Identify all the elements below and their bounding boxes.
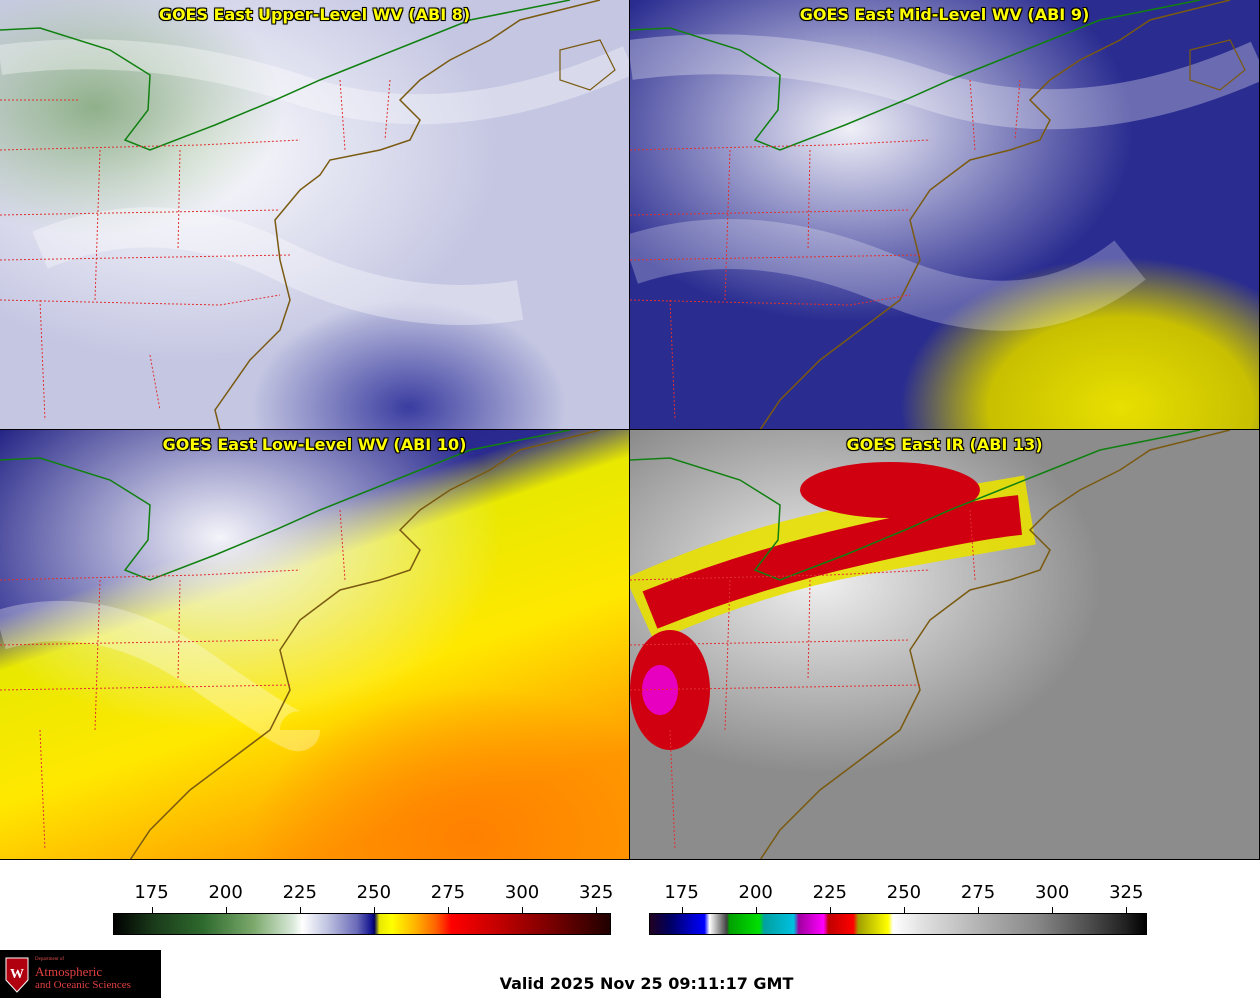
panel-title: GOES East Upper-Level WV (ABI 8) bbox=[158, 5, 471, 24]
colorbar-tick-label: 200 bbox=[208, 882, 243, 903]
colorbar-tick-label: 300 bbox=[504, 882, 540, 903]
colorbar-tick-label: 175 bbox=[664, 882, 699, 903]
colorbar-tick-label: 225 bbox=[282, 882, 317, 903]
colorbar-tick-mark bbox=[522, 907, 524, 913]
colorbar-tick-label: 325 bbox=[1109, 882, 1144, 903]
map-overlay bbox=[0, 430, 601, 859]
mid-level-wv-imagery bbox=[630, 0, 1259, 429]
panel-title: GOES East IR (ABI 13) bbox=[846, 435, 1043, 454]
mid-level-wv-panel: GOES East Mid-Level WV (ABI 9) bbox=[629, 0, 1260, 430]
colorbar-tick-mark bbox=[225, 907, 227, 913]
colorbar-ticks: 175 200 225 250 275 300 325 bbox=[649, 878, 1147, 913]
colorbar-tick-mark bbox=[681, 907, 683, 913]
colorbar-tick-label: 200 bbox=[738, 882, 773, 903]
aos-logo: W Department of Atmospheric and Oceanic … bbox=[0, 950, 161, 998]
colorbar-tick-mark bbox=[903, 907, 905, 913]
colorbar-tick-mark bbox=[755, 907, 757, 913]
colorbar-tick-label: 175 bbox=[134, 882, 169, 903]
valid-time-label: Valid 2025 Nov 25 09:11:17 GMT bbox=[499, 974, 794, 993]
colorbar-tick-label: 275 bbox=[960, 882, 996, 903]
uw-shield-icon: W bbox=[5, 957, 29, 993]
colorbar-tick-mark bbox=[151, 907, 153, 913]
colorbar-tick-mark bbox=[1052, 907, 1054, 913]
logo-dept-text: Department of bbox=[35, 957, 65, 962]
map-overlay bbox=[630, 430, 1231, 859]
colorbar-tick-mark bbox=[299, 907, 301, 913]
colorbar-tick-label: 275 bbox=[430, 882, 466, 903]
colorbar-tick-mark bbox=[373, 907, 375, 913]
colorbar-tick-mark bbox=[978, 907, 980, 913]
map-overlay bbox=[0, 0, 616, 429]
upper-level-wv-panel: GOES East Upper-Level WV (ABI 8) bbox=[0, 0, 630, 430]
svg-text:W: W bbox=[10, 967, 24, 982]
panel-title: GOES East Low-Level WV (ABI 10) bbox=[162, 435, 467, 454]
colorbar-tick-label: 250 bbox=[886, 882, 922, 903]
colorbar-tick-label: 250 bbox=[356, 882, 392, 903]
colorbar-gradient bbox=[113, 913, 611, 935]
infrared-imagery bbox=[630, 430, 1259, 859]
map-overlay bbox=[630, 0, 1246, 429]
colorbar-tick-mark bbox=[447, 907, 449, 913]
colorbar-tick-label: 325 bbox=[578, 882, 614, 903]
colorbar-gradient bbox=[649, 913, 1147, 935]
colorbar-tick-mark bbox=[1126, 907, 1128, 913]
colorbar-tick-label: 225 bbox=[812, 882, 847, 903]
colorbar-tick-label: 300 bbox=[1034, 882, 1070, 903]
logo-line1: Atmospheric bbox=[35, 964, 103, 979]
infrared-panel: GOES East IR (ABI 13) bbox=[629, 429, 1260, 860]
low-level-wv-panel: GOES East Low-Level WV (ABI 10) bbox=[0, 429, 630, 860]
colorbar-tick-mark bbox=[829, 907, 831, 913]
panel-title: GOES East Mid-Level WV (ABI 9) bbox=[799, 5, 1090, 24]
colorbar-tick-mark bbox=[596, 907, 598, 913]
colorbar-ticks: 175 200 225 250 275 300 325 bbox=[113, 878, 614, 913]
logo-line2: and Oceanic Sciences bbox=[35, 979, 131, 991]
low-level-wv-imagery bbox=[0, 430, 629, 859]
